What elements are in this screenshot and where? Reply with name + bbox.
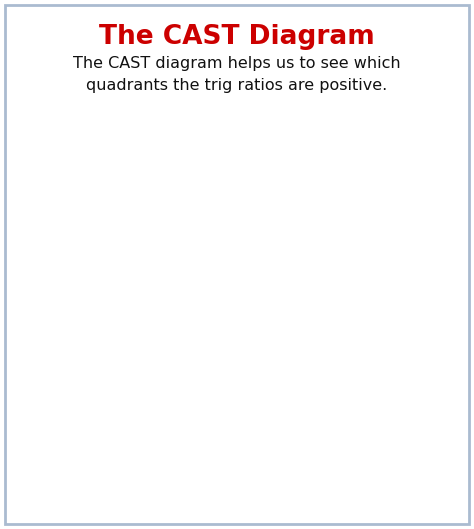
Text: The CAST Diagram: The CAST Diagram <box>99 24 375 50</box>
Text: Sin and Tan
are negative: Sin and Tan are negative <box>293 427 386 463</box>
Text: Sin is positive: Sin is positive <box>71 246 198 261</box>
Text: T: T <box>127 352 143 376</box>
Text: The CAST diagram helps us to see which
quadrants the trig ratios are positive.: The CAST diagram helps us to see which q… <box>73 56 401 93</box>
Text: All are positive: All are positive <box>271 246 408 261</box>
Text: Cos is positive: Cos is positive <box>274 389 405 404</box>
Text: A: A <box>330 211 348 234</box>
Text: S: S <box>126 211 143 234</box>
Text: Cos and Tan
are negative: Cos and Tan are negative <box>88 280 181 316</box>
Text: Tan is positive: Tan is positive <box>70 389 200 404</box>
Text: C: C <box>331 352 348 376</box>
Text: Sin and Cos
are negative: Sin and Cos are negative <box>88 427 181 463</box>
